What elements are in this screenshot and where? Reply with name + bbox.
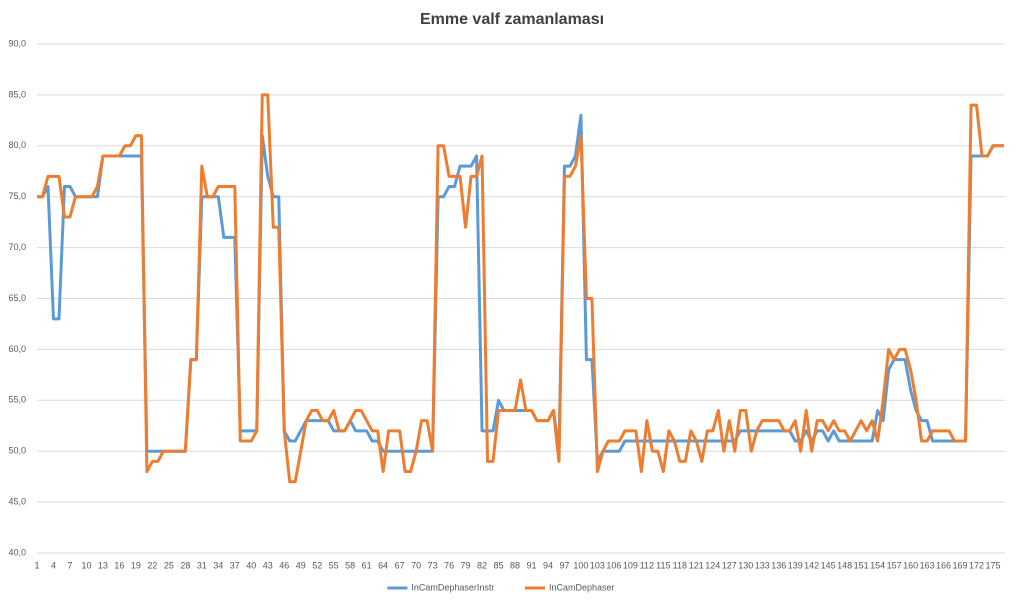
x-tick-label: 97 — [559, 560, 569, 570]
x-tick-label: 82 — [477, 560, 487, 570]
x-tick-label: 100 — [573, 560, 588, 570]
x-tick-label: 22 — [147, 560, 157, 570]
x-tick-label: 19 — [131, 560, 141, 570]
x-tick-label: 109 — [623, 560, 638, 570]
y-tick-label: 45,0 — [8, 496, 26, 506]
x-tick-label: 106 — [606, 560, 621, 570]
x-tick-label: 85 — [494, 560, 504, 570]
x-tick-label: 58 — [345, 560, 355, 570]
x-tick-label: 13 — [98, 560, 108, 570]
x-tick-label: 130 — [738, 560, 753, 570]
x-tick-label: 94 — [543, 560, 553, 570]
x-tick-label: 154 — [870, 560, 885, 570]
y-tick-label: 50,0 — [8, 446, 26, 456]
x-tick-label: 10 — [81, 560, 91, 570]
x-tick-label: 28 — [180, 560, 190, 570]
x-tick-label: 145 — [821, 560, 836, 570]
x-tick-label: 157 — [887, 560, 902, 570]
x-tick-label: 112 — [640, 560, 654, 570]
x-tick-label: 166 — [936, 560, 951, 570]
x-tick-label: 133 — [755, 560, 770, 570]
x-tick-label: 25 — [164, 560, 174, 570]
x-tick-label: 139 — [788, 560, 803, 570]
x-tick-label: 64 — [378, 560, 388, 570]
y-tick-label: 40,0 — [8, 547, 26, 557]
x-tick-label: 16 — [114, 560, 124, 570]
x-tick-label: 34 — [213, 560, 223, 570]
x-tick-label: 121 — [689, 560, 704, 570]
x-tick-label: 73 — [428, 560, 438, 570]
y-tick-label: 75,0 — [8, 191, 26, 201]
x-tick-label: 142 — [804, 560, 819, 570]
x-tick-label: 4 — [51, 560, 56, 570]
x-tick-label: 52 — [312, 560, 322, 570]
y-tick-label: 55,0 — [8, 395, 26, 405]
x-tick-label: 160 — [903, 560, 918, 570]
x-tick-label: 61 — [362, 560, 372, 570]
x-tick-label: 1 — [34, 560, 39, 570]
x-tick-label: 127 — [722, 560, 737, 570]
x-tick-label: 76 — [444, 560, 454, 570]
x-tick-label: 103 — [590, 560, 605, 570]
y-tick-label: 90,0 — [8, 38, 26, 48]
x-tick-label: 67 — [395, 560, 405, 570]
x-tick-label: 172 — [969, 560, 984, 570]
x-tick-label: 49 — [296, 560, 306, 570]
x-tick-label: 91 — [526, 560, 536, 570]
x-tick-label: 163 — [920, 560, 935, 570]
x-tick-label: 40 — [246, 560, 256, 570]
y-tick-label: 80,0 — [8, 140, 26, 150]
x-tick-label: 37 — [230, 560, 240, 570]
x-tick-label: 43 — [263, 560, 273, 570]
x-tick-label: 46 — [279, 560, 289, 570]
y-tick-label: 65,0 — [8, 293, 26, 303]
x-tick-label: 55 — [329, 560, 339, 570]
chart-title: Emme valf zamanlaması — [420, 11, 604, 28]
x-tick-label: 148 — [837, 560, 852, 570]
legend-label: InCamDephaserInstr — [411, 582, 494, 592]
legend-label: InCamDephaser — [549, 582, 615, 592]
y-tick-label: 85,0 — [8, 89, 26, 99]
x-tick-label: 124 — [705, 560, 720, 570]
x-tick-label: 31 — [197, 560, 207, 570]
series-line — [37, 93, 1004, 484]
y-tick-label: 60,0 — [8, 344, 26, 354]
y-tick-label: 70,0 — [8, 242, 26, 252]
x-tick-label: 151 — [854, 560, 869, 570]
x-tick-label: 136 — [771, 560, 786, 570]
x-tick-label: 118 — [673, 560, 687, 570]
x-tick-label: 169 — [953, 560, 968, 570]
x-tick-label: 88 — [510, 560, 520, 570]
x-tick-label: 79 — [461, 560, 471, 570]
x-tick-label: 175 — [985, 560, 1000, 570]
x-tick-label: 70 — [411, 560, 421, 570]
x-tick-label: 115 — [656, 560, 670, 570]
x-tick-label: 7 — [67, 560, 72, 570]
